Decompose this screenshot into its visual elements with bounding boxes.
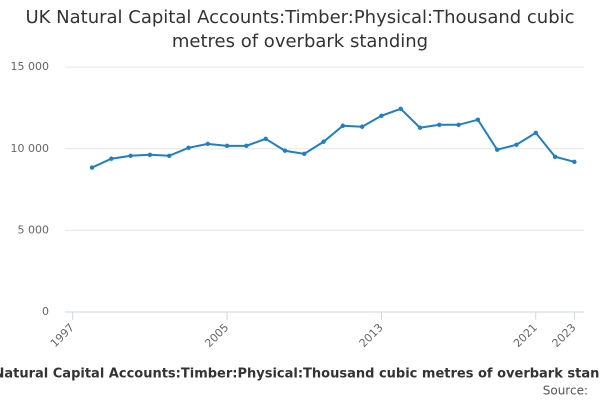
point [398,106,403,111]
point [263,136,268,142]
point [147,152,153,158]
point [572,159,577,165]
point [533,130,538,135]
chart-title: UK Natural Capital Accounts:Timber:Physi… [25,7,575,52]
point [244,143,249,149]
x-tick-label: 2021 [511,321,540,350]
point [128,153,133,158]
y-tick-label: 10 000 [11,142,50,155]
point [494,147,500,152]
point [552,154,558,159]
point [417,125,423,130]
point [379,113,384,119]
x-axis-title: UK Natural Capital Accounts:Timber:Physi… [0,367,600,382]
point [186,145,191,150]
point [359,124,365,129]
point [475,117,481,122]
point [89,165,95,170]
point [109,156,114,161]
y-tick-label: 0 [42,305,49,318]
point [437,122,442,127]
point [205,141,210,147]
line [91,107,575,169]
point [166,153,172,158]
source: Source: [543,384,588,398]
y-tick-label: 15 000 [11,60,50,73]
point [282,148,288,153]
point [321,139,326,144]
x-tick-label: 2023 [550,321,579,350]
x-tick-label: 1997 [48,321,77,350]
point [456,122,461,127]
point [340,123,346,128]
y-tick-label: 5 000 [18,223,50,236]
point [224,143,230,149]
x-tick-label: 2005 [202,321,231,350]
point [302,151,307,157]
point [514,142,519,147]
x-tick-label: 2013 [357,321,386,350]
